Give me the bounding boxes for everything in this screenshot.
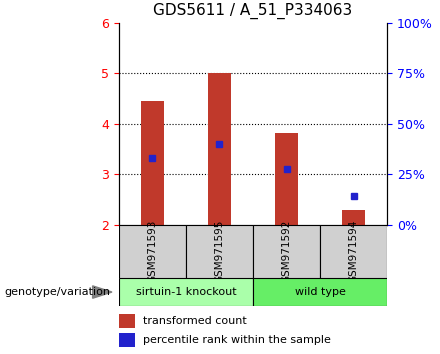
Text: GSM971595: GSM971595 — [214, 219, 224, 283]
Text: wild type: wild type — [295, 287, 345, 297]
Bar — [119, 278, 253, 306]
Bar — [141, 101, 164, 225]
Bar — [186, 225, 253, 278]
Bar — [253, 225, 320, 278]
Bar — [208, 73, 231, 225]
Bar — [320, 225, 387, 278]
Polygon shape — [93, 286, 112, 298]
Text: percentile rank within the sample: percentile rank within the sample — [143, 335, 331, 345]
Bar — [119, 333, 135, 347]
Bar — [342, 210, 365, 225]
Title: GDS5611 / A_51_P334063: GDS5611 / A_51_P334063 — [154, 3, 352, 19]
Text: GSM971592: GSM971592 — [282, 219, 292, 283]
Bar — [119, 314, 135, 328]
Bar — [253, 278, 387, 306]
Text: genotype/variation: genotype/variation — [4, 287, 110, 297]
Bar — [119, 225, 186, 278]
Text: GSM971593: GSM971593 — [147, 219, 158, 283]
Text: GSM971594: GSM971594 — [348, 219, 359, 283]
Text: transformed count: transformed count — [143, 316, 247, 326]
Bar — [275, 133, 298, 225]
Text: sirtuin-1 knockout: sirtuin-1 knockout — [136, 287, 236, 297]
